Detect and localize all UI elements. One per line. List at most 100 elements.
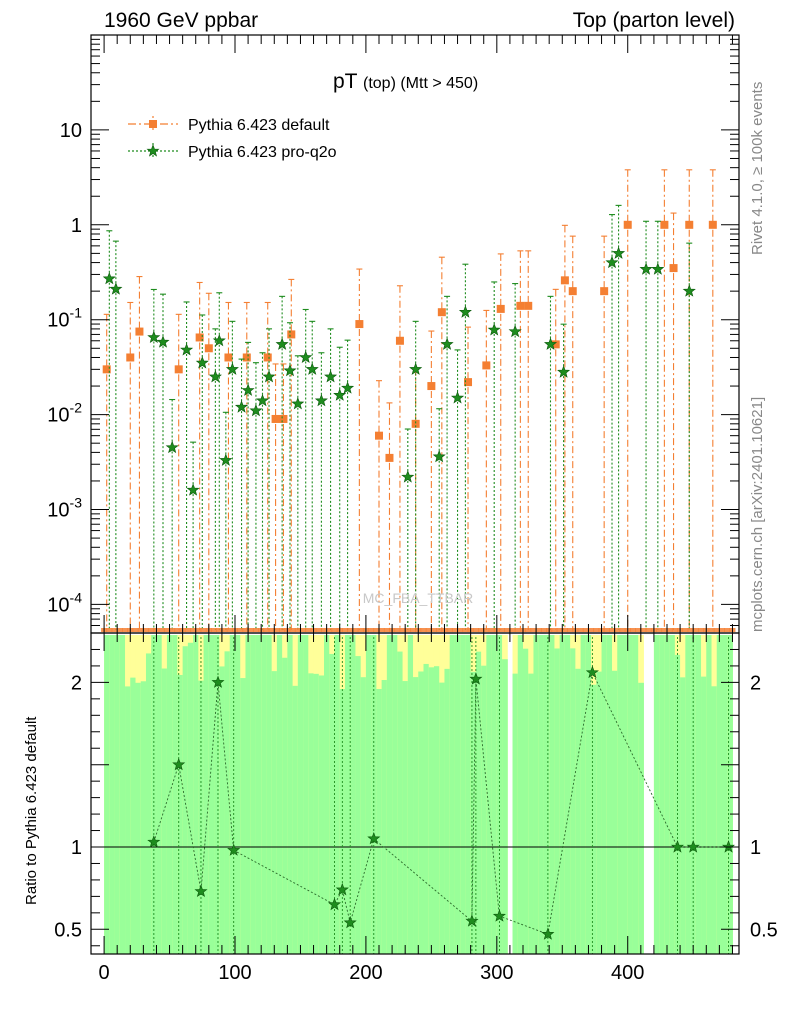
- default-point: [395, 336, 404, 345]
- ratio-y-ticks: 0.5 0.5 1 1 2 2: [54, 648, 778, 947]
- ratio-point: [343, 915, 357, 929]
- ratio-y-tick-label: 1: [71, 837, 82, 859]
- pro-q2o-point: [305, 362, 319, 375]
- default-baseline-point: [221, 628, 228, 632]
- default-baseline-point: [535, 628, 542, 632]
- ratio-y-tick-label: 0.5: [54, 919, 82, 941]
- default-baseline-point: [305, 628, 312, 632]
- default-baseline-point: [483, 628, 490, 632]
- ratio-inner-band: [716, 635, 723, 954]
- ratio-point: [686, 840, 700, 853]
- ratio-inner-band: [632, 635, 639, 954]
- main-x-ticks: [90, 35, 733, 633]
- ratio-point: [335, 882, 349, 896]
- pro-q2o-point: [225, 362, 239, 375]
- default-baseline-point: [211, 628, 218, 632]
- default-baseline-point: [326, 628, 333, 632]
- pro-q2o-point: [487, 323, 501, 336]
- default-point: [660, 220, 669, 229]
- default-baseline-point: [457, 628, 464, 632]
- ratio-inner-band: [318, 675, 325, 954]
- default-baseline-point: [263, 628, 270, 632]
- x-tick-label: 400: [611, 962, 644, 984]
- default-point: [135, 327, 144, 336]
- default-baseline-point: [540, 628, 547, 632]
- pro-q2o-point: [508, 324, 522, 338]
- ratio-inner-band: [255, 635, 262, 954]
- default-baseline-point: [394, 628, 401, 632]
- default-baseline-point: [504, 628, 511, 632]
- ratio-point: [227, 843, 241, 856]
- ratio-x-ticks: 0 100 200 300 400: [90, 633, 733, 984]
- default-baseline-point: [472, 628, 479, 632]
- ratio-inner-band: [130, 677, 137, 954]
- pro-q2o-point: [341, 381, 355, 394]
- default-point: [496, 304, 505, 313]
- pro-q2o-point: [283, 363, 297, 377]
- ratio-inner-band: [407, 635, 414, 954]
- pro-q2o-point: [241, 383, 255, 396]
- legend-label-pro-q2o: Pythia 6.423 pro-q2o: [188, 144, 337, 161]
- pro-q2o-point: [682, 284, 696, 297]
- main-panel: 10-4 10-3 10-2 10-1 1 10 pT (top) (Mtt > 450)…: [47, 34, 740, 634]
- ratio-inner-band: [114, 635, 121, 954]
- ratio-inner-band: [187, 642, 194, 954]
- ratio-inner-band: [219, 666, 226, 954]
- ratio-y-tick-label-right: 1: [750, 837, 761, 859]
- default-baseline-point: [509, 628, 516, 632]
- ratio-inner-band: [271, 671, 278, 954]
- main-y-tick-label: 1: [71, 215, 82, 237]
- ratio-point: [492, 909, 506, 922]
- ratio-inner-band: [203, 635, 210, 954]
- main-y-tick-label: 10: [60, 120, 82, 142]
- pro-q2o-point: [605, 255, 619, 269]
- default-baseline-point: [514, 628, 521, 632]
- default-point: [271, 414, 280, 423]
- ratio-inner-band: [528, 673, 534, 954]
- ratio-inner-band: [695, 635, 702, 954]
- ratio-inner-band: [182, 646, 189, 954]
- pro-q2o-point: [212, 333, 226, 347]
- default-baseline-point: [462, 628, 469, 632]
- ratio-inner-band: [240, 678, 246, 954]
- ratio-inner-band: [659, 635, 665, 954]
- default-baseline-point: [289, 628, 296, 632]
- ratio-inner-band: [292, 685, 299, 954]
- default-baseline-point: [609, 628, 616, 632]
- pro-q2o-point: [219, 453, 233, 466]
- ratio-inner-band: [538, 635, 545, 954]
- default-point: [708, 220, 717, 229]
- pro-q2o-point: [440, 337, 454, 350]
- ratio-y-label: Ratio to Pythia 6.423 default: [23, 716, 40, 905]
- ratio-inner-band: [554, 648, 561, 954]
- default-baseline-point: [635, 628, 642, 632]
- ratio-inner-band: [365, 635, 372, 954]
- pro-q2o-point: [458, 305, 472, 318]
- default-baseline-point: [300, 628, 307, 632]
- ratio-inner-band: [475, 651, 482, 954]
- ratio-point: [172, 757, 186, 771]
- pro-q2o-point: [234, 400, 249, 413]
- pro-q2o-point: [401, 470, 415, 483]
- default-baseline-point: [252, 628, 259, 632]
- legend: Pythia 6.423 default Pythia 6.423 pro-q2…: [128, 116, 337, 161]
- ratio-inner-band: [287, 635, 294, 954]
- pro-q2o-point: [255, 393, 270, 407]
- ratio-inner-band: [224, 651, 231, 954]
- default-point: [126, 353, 135, 362]
- ratio-inner-band: [491, 635, 498, 954]
- default-point: [437, 308, 446, 317]
- ratio-point: [721, 840, 736, 853]
- ratio-point: [147, 835, 161, 848]
- default-baseline-point: [530, 628, 537, 632]
- ratio-frame: [90, 632, 740, 955]
- default-baseline-point: [132, 628, 139, 632]
- ratio-inner-band: [235, 635, 241, 954]
- ratio-inner-band: [193, 635, 199, 954]
- header-energy: 1960 GeV ppbar: [104, 9, 258, 32]
- ratio-inner-band: [104, 635, 110, 954]
- ratio-inner-band: [433, 666, 440, 954]
- default-baseline-point: [666, 628, 673, 632]
- default-baseline-point: [425, 628, 432, 632]
- default-baseline-point: [551, 628, 558, 632]
